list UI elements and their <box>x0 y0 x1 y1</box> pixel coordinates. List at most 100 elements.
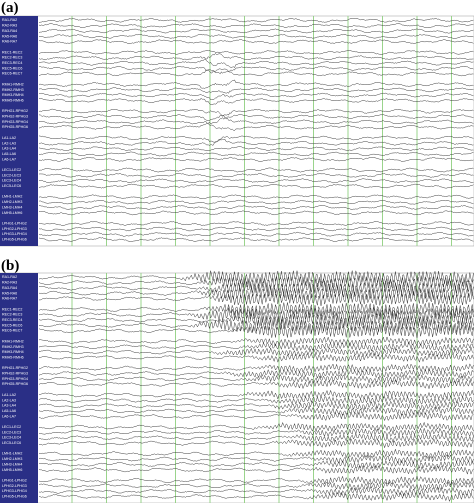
channel-label: RMH5-RMH6 <box>2 98 24 102</box>
channel-label: RA1-RA2 <box>2 275 17 279</box>
eeg-trace <box>38 336 474 347</box>
channel-label: RA2-RA3 <box>2 281 17 285</box>
channel-label: LPHG1-LPHG2 <box>2 478 27 482</box>
channel-label: LPHG3-LPHG4 <box>2 489 27 493</box>
eeg-trace <box>38 410 474 422</box>
channel-label: RPHG5-RPHG6 <box>2 125 28 129</box>
eeg-trace <box>38 135 474 143</box>
channel-label: REC3-REC4 <box>2 61 22 65</box>
eeg-trace <box>38 405 474 417</box>
eeg-trace <box>38 346 474 358</box>
eeg-trace <box>38 69 474 77</box>
channel-label: LA5-LA6 <box>2 152 16 156</box>
eeg-trace <box>38 286 474 301</box>
channel-label: REC6-REC7 <box>2 72 22 76</box>
eeg-trace <box>38 33 474 39</box>
channel-label: RMH2-RMH3 <box>2 88 24 92</box>
channel-label: LPHG5-LPHG6 <box>2 495 27 499</box>
channel-label: RPHG5-RPHG6 <box>2 382 28 386</box>
channel-label: LA2-LA3 <box>2 141 16 145</box>
eeg-trace <box>38 123 474 131</box>
channel-label: RPHG2-RPHG3 <box>2 115 28 119</box>
channel-label: LMH3-LMH4 <box>2 462 22 466</box>
eeg-trace <box>38 108 474 116</box>
eeg-trace <box>38 323 474 338</box>
channel-label: REC2-REC3 <box>2 313 22 317</box>
channel-label: RA3-RA4 <box>2 286 17 290</box>
channel-label: LEC3-LEC4 <box>2 436 21 440</box>
channel-label: LPHG2-LPHG3 <box>2 484 27 488</box>
eeg-trace <box>38 138 474 146</box>
channel-label: LMH1-LMH2 <box>2 452 22 456</box>
channel-label: LEC3-LEC4 <box>2 179 21 183</box>
eeg-trace <box>38 389 474 401</box>
channel-label: RA6-RA7 <box>2 297 17 301</box>
channel-label: LEC1-LEC2 <box>2 168 21 172</box>
channel-label: RA2-RA3 <box>2 24 17 28</box>
channel-label: LMH5-LMH6 <box>2 468 22 472</box>
channel-label: RMH1-RMH2 <box>2 82 24 86</box>
channel-label: LA3-LA4 <box>2 404 16 408</box>
eeg-trace <box>38 167 474 173</box>
panel-label: (a) <box>1 0 19 16</box>
channel-label: LA3-LA4 <box>2 147 16 151</box>
eeg-trace <box>38 79 474 89</box>
eeg-trace <box>38 395 474 406</box>
channel-label: LPHG1-LPHG2 <box>2 221 27 225</box>
channel-label: LEC2-LEC3 <box>2 430 21 434</box>
eeg-trace <box>38 53 474 61</box>
eeg-trace <box>38 17 474 23</box>
channel-label: LA6-LA7 <box>2 414 16 418</box>
panel-label: (b) <box>1 258 19 274</box>
channel-label: RA5-RA6 <box>2 34 17 38</box>
eeg-trace <box>38 221 474 226</box>
eeg-trace <box>38 318 474 333</box>
eeg-trace <box>38 437 474 449</box>
channel-label: LPHG5-LPHG6 <box>2 238 27 242</box>
channel-label: REC3-REC4 <box>2 318 22 322</box>
channel-label: RA1-RA2 <box>2 18 17 22</box>
channel-label: RMH3-RMH4 <box>2 93 24 97</box>
channel-label: LMH2-LMH3 <box>2 200 22 204</box>
channel-label: RMH3-RMH4 <box>2 350 24 354</box>
channel-label: RA3-RA4 <box>2 29 17 33</box>
channel-label: LMH3-LMH4 <box>2 205 22 209</box>
eeg-trace <box>38 485 474 497</box>
channel-label: REC1-REC2 <box>2 50 22 54</box>
channel-label: REC2-REC3 <box>2 56 22 60</box>
channel-label: REC6-REC7 <box>2 329 22 333</box>
channel-label: RMH1-RMH2 <box>2 339 24 343</box>
eeg-trace <box>38 379 474 390</box>
eeg-trace <box>38 475 474 487</box>
channel-label: RMH2-RMH3 <box>2 345 24 349</box>
channel-label: RPHG3-RPHG4 <box>2 120 28 124</box>
eeg-trace <box>38 313 474 328</box>
channel-label: LMH1-LMH2 <box>2 195 22 199</box>
eeg-trace <box>38 237 474 242</box>
eeg-trace <box>38 194 474 200</box>
eeg-trace <box>38 480 474 492</box>
eeg-trace <box>38 464 474 475</box>
channel-label: LMH5-LMH6 <box>2 211 22 215</box>
channel-label: RPHG3-RPHG4 <box>2 377 28 381</box>
eeg-trace <box>38 151 474 157</box>
eeg-trace <box>38 275 474 290</box>
eeg-trace <box>38 291 474 306</box>
channel-label: LA1-LA2 <box>2 393 16 397</box>
eeg-trace <box>38 87 474 94</box>
channel-label: LEC1-LEC2 <box>2 425 21 429</box>
eeg-trace <box>38 146 474 151</box>
channel-label: LMH2-LMH3 <box>2 457 22 461</box>
eeg-trace <box>38 231 474 237</box>
channel-label: LEC5-LEC6 <box>2 184 21 188</box>
channel-label-column <box>0 16 38 246</box>
eeg-trace <box>38 373 474 385</box>
eeg-trace <box>38 205 474 210</box>
channel-label: LPHG3-LPHG4 <box>2 232 27 236</box>
channel-label: REC5-REC6 <box>2 323 22 327</box>
eeg-trace <box>38 183 474 189</box>
channel-label: REC1-REC2 <box>2 307 22 311</box>
